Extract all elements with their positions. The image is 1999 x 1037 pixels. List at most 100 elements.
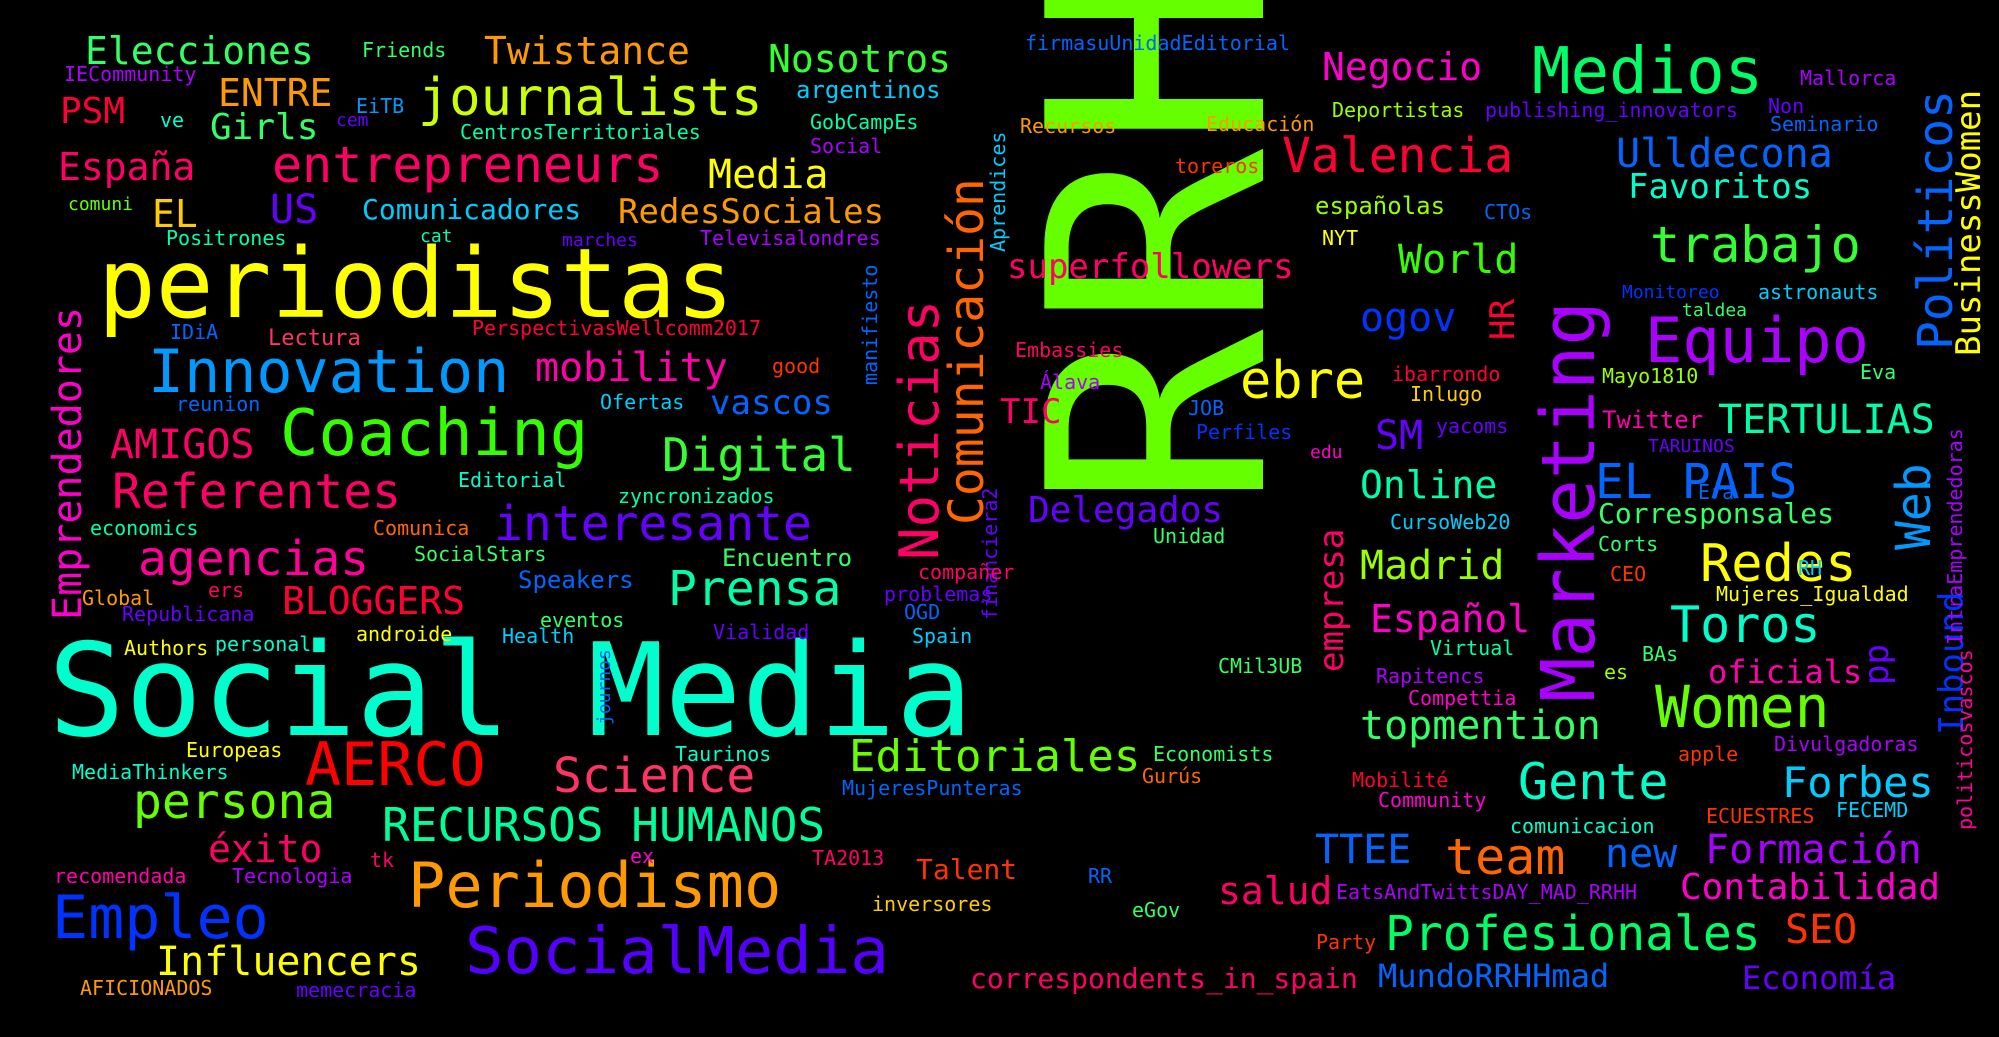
word-bas: BAs bbox=[1642, 642, 1679, 666]
word-ulldecona: Ulldecona bbox=[1616, 131, 1833, 177]
word-pp: pp bbox=[1857, 644, 1897, 685]
word-idia: IDiA bbox=[170, 320, 219, 344]
word-tecnologia: Tecnologia bbox=[232, 864, 353, 888]
word-negocio: Negocio bbox=[1322, 45, 1483, 89]
word-el-pais: EL PAIS bbox=[1595, 454, 1798, 510]
word-mediathinkers: MediaThinkers bbox=[72, 760, 229, 784]
word-bloggers: BLOGGERS bbox=[282, 579, 466, 623]
word-team: team bbox=[1445, 828, 1566, 886]
word-iecommunity: IECommunity bbox=[64, 62, 197, 86]
word-toreros: toreros bbox=[1175, 154, 1260, 178]
word-formacion: Formación bbox=[1705, 827, 1922, 873]
word-ibarrondo: ibarrondo bbox=[1392, 362, 1501, 386]
word-ogov: ogov bbox=[1360, 295, 1457, 341]
word-health: Health bbox=[502, 624, 575, 648]
word-androide: androide bbox=[356, 622, 453, 646]
word-twistance: Twistance bbox=[484, 29, 690, 73]
word-corresponsales: Corresponsales bbox=[1598, 497, 1835, 530]
word-agencias: agencias bbox=[138, 531, 370, 587]
word-rh: RH bbox=[1798, 556, 1823, 580]
word-perspectivaswellcomm2017: PerspectivasWellcomm2017 bbox=[472, 316, 761, 340]
word-new: new bbox=[1605, 831, 1678, 877]
word-socialmedia-2: SocialMedia bbox=[465, 915, 889, 989]
word-fecemd: FECEMD bbox=[1836, 798, 1909, 822]
word-digital: Digital bbox=[662, 428, 856, 482]
word-tic: TIC bbox=[1000, 392, 1062, 432]
word-mallorca: Mallorca bbox=[1800, 66, 1897, 90]
word-politicosvascos: politicosvascos bbox=[1953, 649, 1977, 830]
word-redes: Redes bbox=[1700, 534, 1857, 594]
word-editoriales: Editoriales bbox=[849, 731, 1141, 782]
word-eventos: eventos bbox=[540, 608, 625, 632]
word-editorial: Editorial bbox=[458, 468, 567, 492]
word-eva: Eva bbox=[1860, 360, 1897, 384]
word-oficials: oficials bbox=[1708, 653, 1863, 691]
word-elecciones: Elecciones bbox=[85, 29, 314, 73]
word-redessociales: RedesSociales bbox=[618, 192, 885, 232]
word-mobility: mobility bbox=[535, 345, 728, 391]
word-ecuestres: ECUESTRES bbox=[1706, 804, 1815, 828]
word-mundorrhhmad: MundoRRHHmad bbox=[1378, 957, 1610, 995]
word-equipo: Equipo bbox=[1645, 304, 1869, 377]
word-televisalondres: Televisalondres bbox=[700, 226, 881, 250]
word-trabajo: trabajo bbox=[1650, 216, 1861, 274]
word-socialstars: SocialStars bbox=[414, 542, 547, 566]
word-virtual: Virtual bbox=[1430, 636, 1515, 660]
word-espanolas: españolas bbox=[1315, 192, 1446, 220]
word-yacoms: yacoms bbox=[1436, 414, 1509, 438]
word-europeas: Europeas bbox=[186, 738, 283, 762]
word-economia: Economía bbox=[1742, 959, 1897, 997]
word-positrones: Positrones bbox=[166, 226, 287, 250]
word-toros: Toros bbox=[1670, 596, 1821, 654]
word-recursos: Recursos bbox=[1020, 114, 1117, 138]
word-mayo1810: Mayo1810 bbox=[1602, 364, 1699, 388]
word-entrepreneurs: entrepreneurs bbox=[272, 136, 664, 194]
word-social-small: Social bbox=[810, 134, 883, 158]
word-entre: ENTRE bbox=[218, 71, 333, 115]
word-vascos: vascos bbox=[710, 383, 833, 423]
word-us: US bbox=[270, 187, 319, 233]
word-spain: Spain bbox=[912, 624, 973, 648]
word-emprendedores: Emprendedores bbox=[45, 306, 91, 620]
word-rr: RR bbox=[1088, 864, 1113, 888]
word-embassies: Embassies bbox=[1015, 338, 1124, 362]
word-eitb: EiTB bbox=[356, 94, 405, 118]
word-personal: personal bbox=[215, 632, 312, 656]
word-world: World bbox=[1398, 237, 1519, 283]
word-problemas: problemas bbox=[884, 582, 993, 606]
word-girls: Girls bbox=[210, 107, 319, 148]
word-egov: eGov bbox=[1132, 898, 1181, 922]
word-ceo: CEO bbox=[1610, 562, 1647, 586]
word-seo: SEO bbox=[1785, 907, 1858, 953]
word-empresa: empresa bbox=[1312, 528, 1352, 672]
word-ex: ex bbox=[630, 844, 655, 868]
word-manifiesto: manifiesto bbox=[858, 264, 882, 385]
word-comunicadores: Comunicadores bbox=[362, 193, 582, 226]
word-persona: persona bbox=[133, 774, 336, 830]
word-gente: Gente bbox=[1518, 753, 1669, 811]
word-monitoreo: Monitoreo bbox=[1622, 282, 1720, 303]
word-contabilidad: Contabilidad bbox=[1680, 867, 1941, 908]
word-cem: cem bbox=[336, 110, 369, 131]
word-forbes: Forbes bbox=[1782, 758, 1934, 807]
word-exito: éxito bbox=[208, 827, 323, 871]
word-taurinos: Taurinos bbox=[675, 742, 772, 766]
word-hr: HR bbox=[1483, 299, 1523, 340]
word-inversores: inversores bbox=[872, 892, 993, 916]
word-correspondents-in-spain: correspondents_in_spain bbox=[970, 962, 1358, 995]
word-ofertas: Ofertas bbox=[600, 390, 685, 414]
word-speakers: Speakers bbox=[518, 566, 634, 594]
word-topmention: topmention bbox=[1360, 703, 1601, 749]
word-empleo: Empleo bbox=[52, 883, 269, 953]
word-corts: Corts bbox=[1598, 532, 1659, 556]
word-cat: cat bbox=[420, 226, 453, 247]
word-astronauts: astronauts bbox=[1758, 280, 1879, 304]
word-alava: Álava bbox=[1040, 370, 1101, 394]
word-delegados: Delegados bbox=[1028, 490, 1224, 531]
word-party: Party bbox=[1316, 930, 1377, 954]
word-divulgadoras: Divulgadoras bbox=[1774, 732, 1919, 756]
word-journos: journos bbox=[594, 649, 615, 725]
word-coaching: Coaching bbox=[280, 397, 589, 471]
word-media-small: Media bbox=[708, 152, 829, 198]
word-community: Community bbox=[1378, 788, 1487, 812]
